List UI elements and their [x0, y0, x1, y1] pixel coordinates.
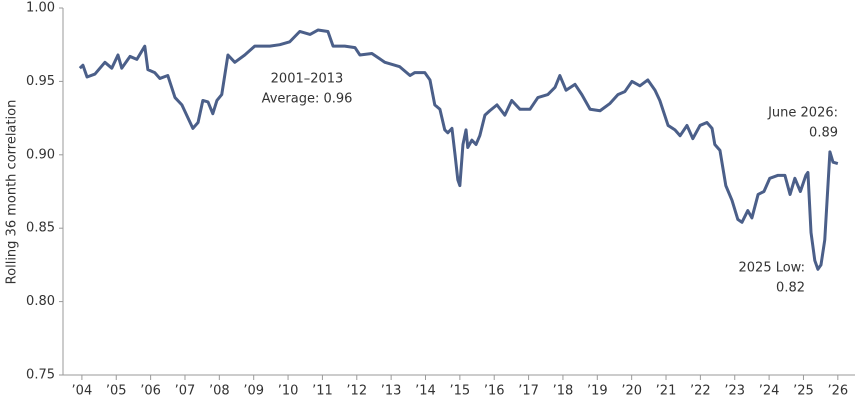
x-tick-label: ’18	[553, 384, 574, 399]
annotation: 0.89	[809, 126, 838, 141]
x-tick-label: ’04	[72, 384, 93, 399]
x-tick-label: ’23	[724, 384, 745, 399]
x-tick-label: ’22	[690, 384, 711, 399]
x-tick-label: ’12	[346, 384, 367, 399]
x-tick-label: ’08	[209, 384, 230, 399]
x-tick-label: ’13	[381, 384, 402, 399]
x-tick-label: ’17	[518, 384, 539, 399]
y-tick-label: 1.00	[26, 1, 55, 16]
y-axis-label: Rolling 36 month correlation	[5, 100, 20, 285]
x-tick-label: ’05	[106, 384, 127, 399]
x-tick-label: ’10	[278, 384, 299, 399]
x-tick-label: ’06	[140, 384, 161, 399]
x-tick-label: ’15	[450, 384, 471, 399]
y-tick-label: 0.85	[26, 221, 55, 236]
x-tick-label: ’26	[827, 384, 848, 399]
x-tick-label: ’09	[243, 384, 264, 399]
x-tick-label: ’07	[175, 384, 196, 399]
x-tick-label: ’25	[793, 384, 814, 399]
y-tick-label: 0.75	[26, 368, 55, 383]
annotation: 2001–2013	[271, 72, 344, 87]
annotation: Average: 0.96	[262, 92, 353, 107]
x-tick-label: ’14	[415, 384, 436, 399]
annotation: 2025 Low:	[739, 261, 806, 276]
x-tick-label: ’19	[587, 384, 608, 399]
y-tick-label: 0.95	[26, 74, 55, 89]
x-tick-label: ’24	[759, 384, 780, 399]
x-tick-label: ’21	[656, 384, 677, 399]
y-tick-label: 0.90	[26, 147, 55, 162]
data-line	[78, 28, 839, 271]
annotation: June 2026:	[767, 106, 838, 121]
x-tick-label: ’20	[621, 384, 642, 399]
x-tick-label: ’16	[484, 384, 505, 399]
y-tick-label: 0.80	[26, 294, 55, 309]
x-tick-label: ’11	[312, 384, 333, 399]
annotation: 0.82	[776, 281, 805, 296]
